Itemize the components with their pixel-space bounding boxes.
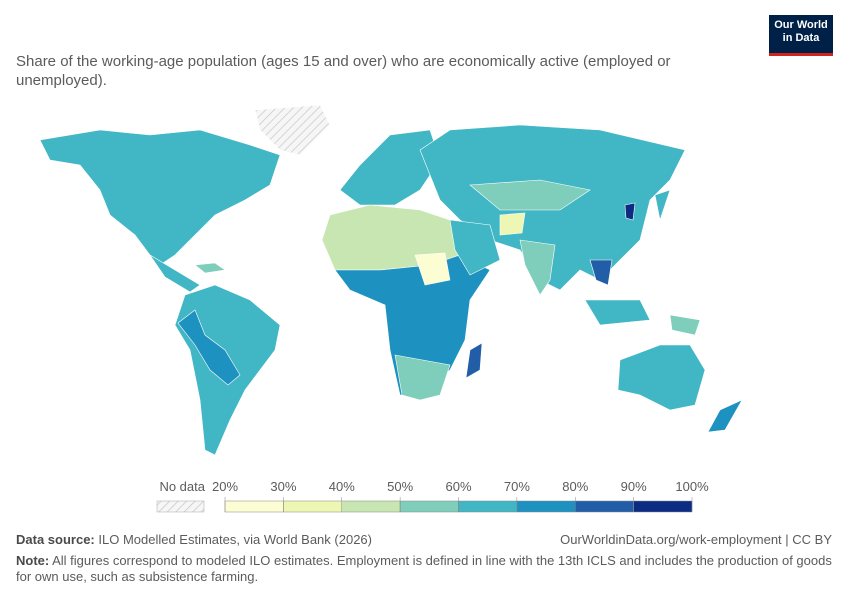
countries [39,104,743,456]
north-america[interactable] [39,129,281,266]
source: Data source: ILO Modelled Estimates, via… [16,532,372,547]
legend-tick-label: 80% [562,479,588,494]
legend-tick-label: 60% [445,479,471,494]
central-asia[interactable] [469,179,591,211]
australia[interactable] [617,344,706,411]
afghanistan[interactable] [499,212,526,236]
legend-bin[interactable] [399,500,459,513]
legend-bin[interactable] [224,500,284,513]
legend-tick-label: 30% [270,479,296,494]
europe[interactable] [339,129,441,206]
logo-line: Our World [774,19,828,31]
title: Share of the working-age population (age… [16,53,671,89]
korea[interactable] [624,202,636,221]
new-zealand[interactable] [707,399,743,433]
legend-tick-label: 70% [504,479,530,494]
legend-bin[interactable] [458,500,518,513]
legend-tick-label: 50% [387,479,413,494]
note: Note: All figures correspond to modeled … [16,553,836,585]
legend-bin[interactable] [575,500,634,513]
papua[interactable] [669,314,701,336]
legend: No data 20% 30% 40% 50% 60% 70% 80% 90% 100% [156,479,709,513]
andes[interactable] [177,309,241,386]
note-label: Note: [16,553,50,568]
legend-bin[interactable] [516,500,576,513]
southeast-asia[interactable] [589,259,613,286]
note-text: All figures correspond to modeled ILO es… [16,553,832,584]
indonesia[interactable] [584,299,651,326]
legend-tick-label: 40% [329,479,355,494]
greenland[interactable] [254,104,331,156]
logo[interactable]: Our World in Data [769,15,833,56]
world-map [39,104,743,456]
india[interactable] [519,239,556,296]
logo-line: in Data [782,32,820,44]
central-america[interactable] [149,254,201,293]
source-text: ILO Modelled Estimates, via World Bank (… [98,532,372,547]
no-data-label: No data [159,479,205,494]
legend-bin[interactable] [633,500,693,513]
southern-africa[interactable] [394,354,451,401]
legend-bin[interactable] [341,500,401,513]
legend-tick-label: 90% [621,479,647,494]
legend-tick-label: 20% [212,479,238,494]
middle-east[interactable] [449,219,501,276]
sudan[interactable] [414,252,451,286]
legend-bin[interactable] [283,500,342,513]
source-label: Data source: [16,532,95,547]
url[interactable]: OurWorldinData.org/work-employment | CC … [560,532,832,547]
madagascar[interactable] [465,342,483,379]
legend-tick-label: 100% [675,479,709,494]
no-data-swatch [156,500,205,513]
caribbean[interactable] [194,262,226,274]
japan[interactable] [654,189,671,222]
